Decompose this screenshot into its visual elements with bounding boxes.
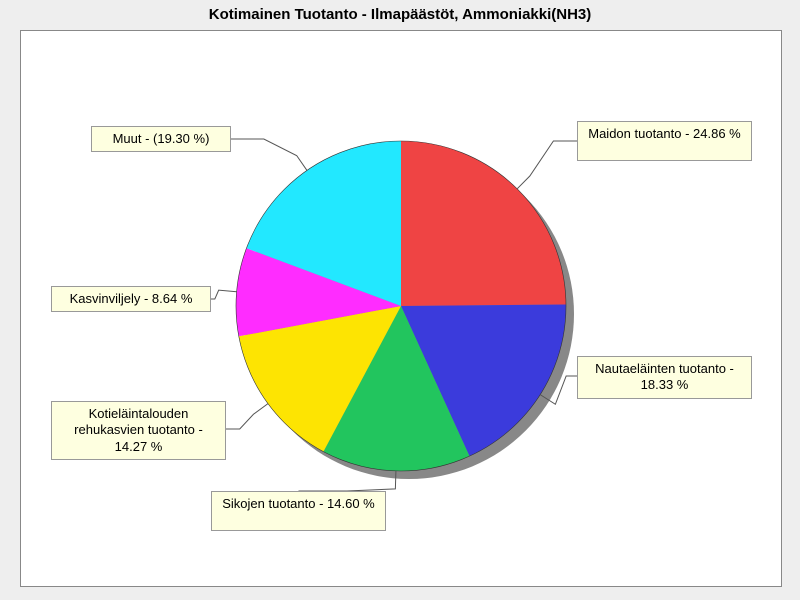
- leader-maidon: [517, 141, 577, 189]
- leader-muut: [231, 139, 307, 170]
- label-maidon: Maidon tuotanto - 24.86 %: [577, 121, 752, 161]
- leader-rehu: [226, 404, 268, 429]
- label-rehu: Kotieläintalouden rehukasvien tuotanto -…: [51, 401, 226, 460]
- label-nauta: Nautaeläinten tuotanto - 18.33 %: [577, 356, 752, 399]
- label-muut: Muut - (19.30 %): [91, 126, 231, 152]
- plot-area: Maidon tuotanto - 24.86 % Nautaeläinten t…: [20, 30, 782, 587]
- leader-kasvin: [211, 290, 237, 299]
- pie-slice-maidon: [401, 141, 566, 306]
- label-kasvin: Kasvinviljely - 8.64 %: [51, 286, 211, 312]
- chart-title: Kotimainen Tuotanto - Ilmapäästöt, Ammon…: [0, 6, 800, 23]
- label-sikojen: Sikojen tuotanto - 14.60 %: [211, 491, 386, 531]
- chart-container: Kotimainen Tuotanto - Ilmapäästöt, Ammon…: [0, 0, 800, 600]
